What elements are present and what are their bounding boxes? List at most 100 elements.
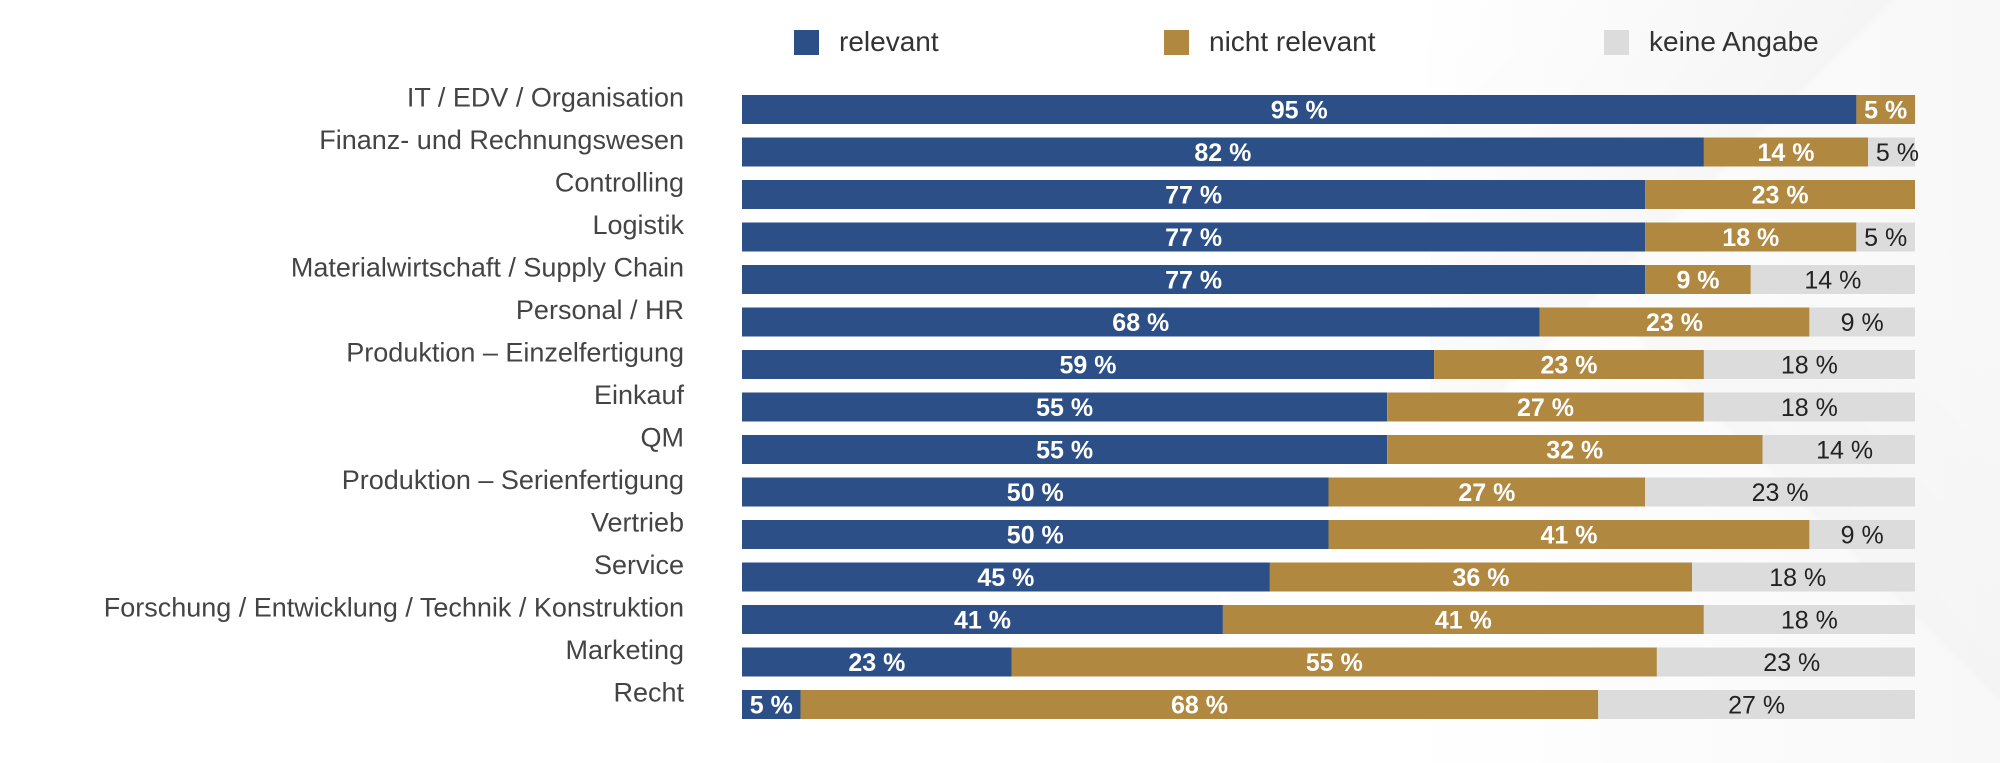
value-label-relevant: 50 %	[1007, 522, 1064, 550]
bar-keine-angabe	[1868, 137, 1915, 167]
bar-keine-angabe	[1703, 350, 1915, 379]
value-label-relevant: 77 %	[1165, 267, 1222, 295]
bar-relevant	[742, 477, 1329, 507]
value-label-keine-angabe: 23 %	[1763, 649, 1820, 677]
bar-nicht-relevant	[1645, 265, 1751, 294]
bar-keine-angabe	[1692, 562, 1915, 592]
bar-nicht-relevant	[1387, 392, 1704, 422]
value-label-keine-angabe: 23 %	[1752, 479, 1809, 507]
bar-relevant	[742, 265, 1646, 294]
value-label-nicht-relevant: 27 %	[1458, 479, 1515, 507]
bar-relevant	[742, 95, 1857, 124]
bar-keine-angabe	[1703, 605, 1915, 634]
bar-nicht-relevant	[1387, 435, 1763, 464]
value-label-nicht-relevant: 27 %	[1517, 394, 1574, 422]
value-label-keine-angabe: 9 %	[1841, 309, 1884, 337]
value-label-keine-angabe: 18 %	[1781, 352, 1838, 380]
bar-relevant	[742, 180, 1646, 209]
bar-relevant	[742, 392, 1388, 422]
bar-keine-angabe	[1762, 435, 1915, 464]
bar-nicht-relevant	[1539, 307, 1810, 337]
bar-keine-angabe	[1598, 690, 1915, 719]
bar-nicht-relevant	[1856, 95, 1916, 124]
value-label-keine-angabe: 5 %	[1864, 224, 1907, 252]
legend-label-relevant: relevant	[839, 26, 939, 57]
bar-keine-angabe	[1809, 520, 1915, 549]
value-label-keine-angabe: 14 %	[1804, 267, 1861, 295]
value-label-nicht-relevant: 23 %	[1541, 352, 1598, 380]
legend-label-nicht-relevant: nicht relevant	[1209, 26, 1376, 57]
bar-relevant	[742, 307, 1540, 337]
category-label: Controlling	[555, 168, 684, 198]
value-label-nicht-relevant: 32 %	[1546, 437, 1603, 465]
value-label-nicht-relevant: 18 %	[1722, 224, 1779, 252]
value-label-nicht-relevant: 5 %	[1864, 97, 1907, 125]
value-label-keine-angabe: 18 %	[1769, 564, 1826, 592]
category-label: Produktion – Serienfertigung	[342, 465, 684, 495]
value-label-keine-angabe: 27 %	[1728, 692, 1785, 720]
value-label-relevant: 5 %	[750, 692, 793, 720]
value-label-relevant: 23 %	[848, 649, 905, 677]
bar-nicht-relevant	[1269, 562, 1693, 592]
value-label-keine-angabe: 14 %	[1816, 437, 1873, 465]
bar-keine-angabe	[1703, 392, 1915, 422]
bar-relevant	[742, 520, 1329, 549]
bar-relevant	[742, 647, 1012, 677]
value-label-relevant: 50 %	[1007, 479, 1064, 507]
value-label-relevant: 55 %	[1036, 394, 1093, 422]
category-label: Personal / HR	[516, 295, 684, 325]
legend-swatch-nicht-relevant	[1164, 30, 1189, 55]
value-label-nicht-relevant: 9 %	[1676, 267, 1719, 295]
value-label-relevant: 95 %	[1271, 97, 1328, 125]
category-label: Marketing	[565, 635, 684, 665]
legend-swatch-keine-angabe	[1604, 30, 1629, 55]
category-label: Einkauf	[594, 380, 685, 410]
value-label-keine-angabe: 9 %	[1841, 522, 1884, 550]
category-label: Forschung / Entwicklung / Technik / Kons…	[104, 593, 684, 623]
bar-relevant	[742, 350, 1435, 379]
bar-keine-angabe	[1645, 477, 1915, 507]
value-label-relevant: 68 %	[1112, 309, 1169, 337]
category-label: IT / EDV / Organisation	[407, 83, 684, 113]
bar-nicht-relevant	[1011, 647, 1657, 677]
value-label-relevant: 41 %	[954, 607, 1011, 635]
bar-nicht-relevant	[1703, 137, 1869, 167]
value-label-nicht-relevant: 41 %	[1541, 522, 1598, 550]
bar-keine-angabe	[1809, 307, 1915, 337]
bar-relevant	[742, 435, 1388, 464]
bar-relevant	[742, 562, 1270, 592]
bar-keine-angabe	[1856, 222, 1915, 252]
legend: relevant nicht relevant keine Angabe	[794, 26, 1819, 57]
category-label: Materialwirtschaft / Supply Chain	[291, 253, 684, 283]
legend-label-keine-angabe: keine Angabe	[1649, 26, 1819, 57]
bar-relevant	[742, 137, 1704, 167]
value-labels: 95 % 5 %82 % 14 % 5 %77 % 23 %77 % 18 % 5 %77 …	[750, 97, 1919, 720]
value-label-nicht-relevant: 36 %	[1453, 564, 1510, 592]
value-label-nicht-relevant: 55 %	[1306, 649, 1363, 677]
value-label-keine-angabe: 5 %	[1876, 139, 1919, 167]
category-label: Vertrieb	[591, 508, 684, 538]
value-label-nicht-relevant: 41 %	[1435, 607, 1492, 635]
value-label-nicht-relevant: 68 %	[1171, 692, 1228, 720]
bar-nicht-relevant	[1434, 350, 1704, 379]
bar-keine-angabe	[1656, 647, 1915, 677]
bar-nicht-relevant	[1222, 605, 1704, 634]
bar-nicht-relevant	[1645, 180, 1915, 209]
bar-nicht-relevant	[1328, 477, 1646, 507]
value-label-keine-angabe: 18 %	[1781, 607, 1838, 635]
bar-nicht-relevant	[800, 690, 1599, 719]
bar-relevant	[742, 222, 1646, 252]
value-label-keine-angabe: 18 %	[1781, 394, 1838, 422]
category-label: Finanz- und Rechnungswesen	[319, 125, 684, 155]
category-label: Produktion – Einzelfertigung	[346, 338, 684, 368]
value-label-relevant: 55 %	[1036, 437, 1093, 465]
value-label-nicht-relevant: 14 %	[1758, 139, 1815, 167]
category-label: Service	[594, 550, 684, 580]
category-labels: IT / EDV / Organisation Finanz- und Rechn…	[104, 83, 685, 708]
value-label-relevant: 77 %	[1165, 182, 1222, 210]
category-label: Logistik	[592, 210, 684, 240]
value-label-nicht-relevant: 23 %	[1752, 182, 1809, 210]
bar-keine-angabe	[1750, 265, 1915, 294]
